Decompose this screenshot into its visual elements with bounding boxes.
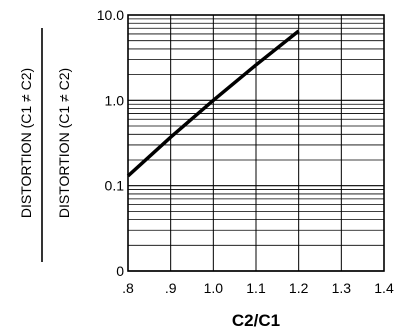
x-tick-label: .9	[165, 280, 177, 296]
y-axis-title: DISTORTION (C1 ≠ C2) DISTORTION (C1 ≠ C2…	[18, 28, 72, 262]
y-tick-label: 0	[116, 263, 124, 279]
plot-frame	[127, 14, 385, 272]
x-tick-label: 1.4	[374, 280, 394, 296]
y-tick-labels: 0 0.1 1.0 10.0	[97, 7, 124, 279]
y-axis-title-denominator: DISTORTION (C1 ≠ C2)	[56, 68, 72, 218]
y-tick-label: 0.1	[105, 178, 125, 194]
x-tick-label: .8	[122, 280, 134, 296]
x-axis-title: C2/C1	[232, 311, 280, 330]
y-tick-label: 1.0	[105, 92, 125, 108]
x-tick-labels: .8 .9 1.0 1.1 1.2 1.3 1.4	[122, 280, 394, 296]
x-tick-label: 1.0	[204, 280, 224, 296]
y-axis-title-numerator: DISTORTION (C1 ≠ C2)	[18, 68, 34, 218]
series-layer	[126, 29, 300, 178]
series-line	[126, 29, 300, 178]
x-tick-label: 1.3	[332, 280, 352, 296]
x-tick-label: 1.1	[246, 280, 266, 296]
grid	[127, 15, 385, 272]
x-tick-label: 1.2	[289, 280, 309, 296]
y-tick-label: 10.0	[97, 7, 124, 23]
